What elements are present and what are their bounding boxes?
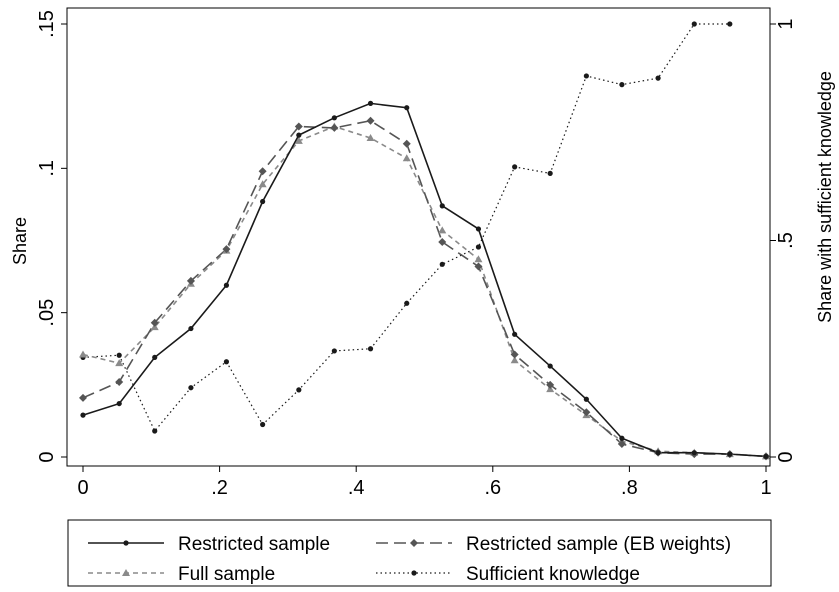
data-point-series-2 bbox=[438, 237, 447, 246]
data-point-series-3 bbox=[79, 350, 87, 358]
data-point-series-4 bbox=[512, 164, 518, 170]
data-point-series-1 bbox=[727, 451, 733, 457]
y-axis-label: Share bbox=[10, 217, 30, 265]
legend: Restricted sample Restricted sample (EB w… bbox=[67, 519, 772, 587]
data-point-series-4 bbox=[260, 421, 266, 428]
y2-tick-label: 0 bbox=[775, 451, 797, 462]
legend-label-4: Sufficient knowledge bbox=[466, 564, 640, 585]
legend-marker-1 bbox=[123, 540, 129, 546]
data-point-series-3 bbox=[438, 226, 447, 234]
legend-box bbox=[67, 519, 772, 587]
data-point-series-4 bbox=[691, 21, 697, 27]
data-point-series-2 bbox=[582, 408, 591, 417]
legend-label-3: Full sample bbox=[178, 564, 275, 585]
data-point-series-1 bbox=[331, 115, 337, 121]
y-tick-label: 0 bbox=[36, 451, 58, 462]
data-point-series-2 bbox=[617, 440, 626, 449]
data-point-series-1 bbox=[655, 450, 661, 456]
data-point-series-2 bbox=[294, 122, 303, 131]
data-point-series-1 bbox=[439, 203, 445, 209]
data-point-series-2 bbox=[258, 167, 267, 176]
data-point-series-3 bbox=[366, 134, 375, 142]
data-point-series-4 bbox=[655, 75, 661, 81]
y2-axis-label: Share with sufficient knowledge bbox=[815, 71, 835, 323]
y-tick-label: .15 bbox=[36, 10, 58, 38]
data-point-series-4 bbox=[727, 21, 733, 27]
data-point-series-2 bbox=[79, 393, 87, 402]
data-point-series-3 bbox=[510, 356, 519, 364]
data-point-series-3 bbox=[402, 154, 411, 162]
data-point-series-1 bbox=[512, 331, 518, 337]
data-point-series-1 bbox=[296, 132, 302, 138]
series-line-2 bbox=[82, 119, 767, 458]
data-point-series-2 bbox=[510, 350, 519, 359]
x-tick-label: 0 bbox=[77, 477, 88, 499]
data-point-series-2 bbox=[222, 245, 231, 254]
legend-label-2: Restricted sample (EB weights) bbox=[466, 534, 731, 555]
data-point-series-4 bbox=[331, 348, 337, 354]
data-point-series-4 bbox=[152, 428, 158, 434]
data-point-series-4 bbox=[404, 300, 410, 306]
data-point-series-1 bbox=[583, 396, 589, 402]
y2-tick-label: 1 bbox=[775, 18, 797, 29]
data-point-series-4 bbox=[223, 359, 230, 365]
data-point-series-1 bbox=[475, 226, 482, 232]
data-point-series-1 bbox=[116, 400, 122, 407]
data-point-series-4 bbox=[367, 346, 374, 352]
data-point-series-1 bbox=[547, 363, 553, 369]
legend-marker-4 bbox=[411, 570, 417, 576]
data-point-series-4 bbox=[116, 352, 122, 358]
data-point-series-3 bbox=[294, 136, 303, 144]
data-point-series-1 bbox=[80, 412, 86, 418]
x-tick-label: .4 bbox=[348, 477, 365, 499]
data-point-series-4 bbox=[439, 261, 445, 267]
data-point-series-2 bbox=[366, 116, 375, 125]
data-point-series-2 bbox=[115, 377, 124, 386]
plot-frame bbox=[66, 7, 771, 467]
data-point-series-1 bbox=[188, 325, 194, 332]
data-point-series-2 bbox=[546, 380, 555, 389]
data-point-series-1 bbox=[691, 450, 697, 456]
legend-marker-3 bbox=[122, 569, 130, 576]
data-point-series-3 bbox=[258, 180, 267, 188]
y-tick-label: .1 bbox=[36, 160, 58, 177]
legend-marker-2 bbox=[410, 539, 418, 547]
data-point-series-2 bbox=[186, 276, 195, 285]
series-lines bbox=[82, 23, 767, 458]
data-point-series-1 bbox=[152, 354, 158, 361]
data-point-series-1 bbox=[260, 198, 266, 205]
data-point-series-3 bbox=[474, 255, 483, 263]
data-point-series-1 bbox=[367, 100, 374, 106]
data-point-series-4 bbox=[547, 170, 553, 176]
data-point-series-4 bbox=[296, 387, 302, 393]
data-point-series-1 bbox=[404, 105, 410, 111]
data-point-series-4 bbox=[619, 82, 625, 88]
x-tick-label: .2 bbox=[211, 477, 228, 499]
data-point-series-4 bbox=[475, 244, 482, 250]
series-markers bbox=[79, 21, 770, 461]
y2-tick-label: .5 bbox=[775, 232, 797, 249]
data-point-series-2 bbox=[150, 318, 159, 327]
x-tick-label: .8 bbox=[621, 477, 638, 499]
data-point-series-4 bbox=[188, 385, 194, 391]
data-point-series-1 bbox=[619, 435, 625, 441]
data-point-series-1 bbox=[223, 282, 230, 288]
y-tick-label: .05 bbox=[36, 299, 58, 327]
data-point-series-2 bbox=[474, 262, 483, 271]
data-point-series-1 bbox=[763, 453, 769, 460]
series-line-3 bbox=[82, 125, 767, 458]
data-point-series-2 bbox=[402, 139, 411, 148]
data-point-series-2 bbox=[330, 123, 339, 132]
x-tick-label: 1 bbox=[760, 477, 771, 499]
series-line-4 bbox=[82, 23, 730, 433]
axes: 0 .2 .4 .6 .8 1 0 .05 .1 .15 0 .5 1 bbox=[36, 10, 797, 499]
data-point-series-3 bbox=[115, 359, 124, 367]
x-tick-label: .6 bbox=[484, 477, 501, 499]
series-line-1 bbox=[82, 102, 767, 458]
legend-label-1: Restricted sample bbox=[178, 534, 330, 555]
data-point-series-4 bbox=[583, 73, 589, 79]
